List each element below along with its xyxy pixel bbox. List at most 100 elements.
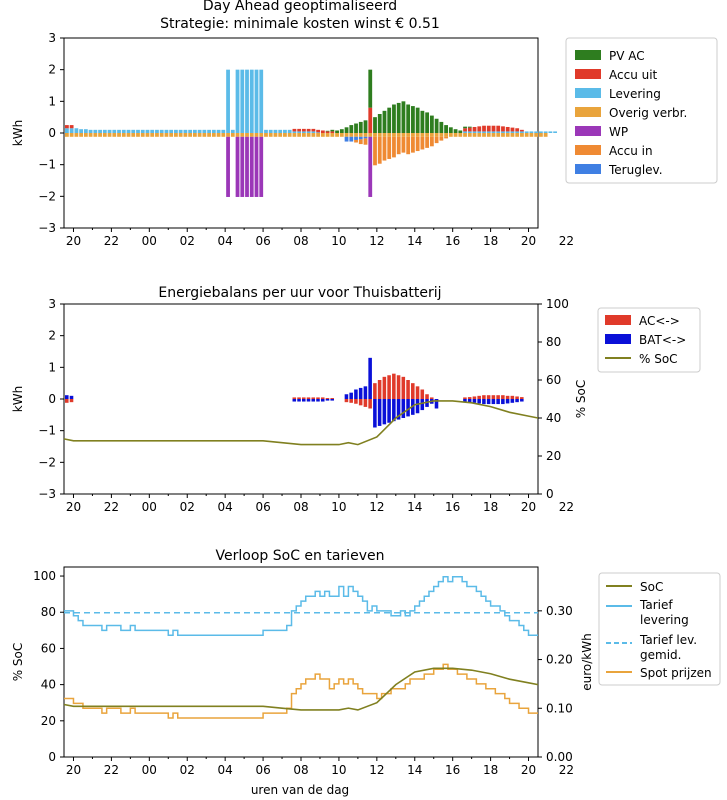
- bar-overig: [392, 133, 396, 137]
- bar-bat: [297, 399, 301, 402]
- bar-overig: [292, 133, 297, 137]
- bar-bat: [330, 399, 334, 401]
- spot-line: [64, 663, 538, 719]
- bar-ac: [65, 399, 69, 403]
- bar-overig: [339, 133, 344, 137]
- chart1-ylabel: kWh: [11, 120, 25, 146]
- bar-overig: [145, 133, 150, 137]
- bar-levering: [98, 129, 102, 133]
- bar-pv_ac: [382, 110, 387, 133]
- bar-levering: [112, 129, 117, 133]
- bar-levering: [155, 129, 159, 133]
- legend-swatch: [575, 88, 601, 98]
- y-tick-label: 1: [48, 360, 56, 374]
- bar-overig: [136, 133, 140, 137]
- bar-levering: [496, 131, 501, 133]
- bar-overig: [306, 133, 311, 137]
- bar-overig: [164, 133, 169, 137]
- bar-pv_ac: [392, 104, 396, 133]
- bar-overig: [382, 133, 387, 137]
- bar-bat: [344, 394, 349, 399]
- bar-overig: [453, 133, 458, 137]
- bar-overig: [197, 133, 202, 137]
- x-tick-label: 18: [483, 234, 498, 248]
- bar-levering: [136, 129, 140, 133]
- x-tick-label: 18: [483, 500, 498, 514]
- bar-levering: [278, 129, 283, 133]
- legend-label: SoC: [640, 580, 663, 594]
- bar-overig: [316, 133, 321, 137]
- chart2-soc-line: [63, 400, 539, 446]
- bar-pv_ac: [363, 120, 368, 133]
- bar-levering: [145, 129, 150, 133]
- chart-day-ahead: Day Ahead geoptimaliseerd Strategie: min…: [11, 0, 718, 248]
- bar-levering: [188, 129, 193, 133]
- bar-overig: [174, 133, 178, 137]
- bar-pv_ac: [453, 129, 458, 133]
- bar-overig: [368, 133, 373, 137]
- chart1-y-ticks: 3 2 1 0 −1 −2 −3: [38, 31, 64, 235]
- bar-pv_ac: [439, 121, 444, 133]
- y2-tick-label: 100: [546, 297, 569, 311]
- bar-ac: [316, 397, 320, 399]
- legend-label: Accu in: [609, 144, 653, 158]
- bar-bat: [368, 357, 372, 399]
- bar-pv_ac: [339, 129, 344, 133]
- bar-overig: [363, 133, 368, 137]
- bar-accu_uit: [297, 128, 302, 132]
- bar-bat: [434, 399, 439, 409]
- bar-bat: [406, 399, 410, 417]
- bar-overig: [221, 133, 226, 137]
- bar-ac: [311, 397, 316, 399]
- bar-overig: [387, 133, 392, 137]
- bar-bat: [477, 399, 481, 404]
- bar-levering: [491, 131, 496, 133]
- legend-label: % SoC: [639, 352, 678, 366]
- bar-levering: [240, 69, 245, 133]
- bar-ac: [401, 376, 406, 399]
- bar-levering: [268, 129, 273, 133]
- chart2-bars: [65, 357, 524, 428]
- bar-levering: [245, 69, 249, 133]
- bar-wp: [249, 136, 254, 197]
- chart1-bars: [65, 69, 558, 197]
- chart1-subtitle: Strategie: minimale kosten winst € 0.51: [160, 16, 440, 32]
- bar-levering: [548, 131, 553, 133]
- bar-levering: [117, 129, 121, 133]
- legend-swatch: [605, 334, 631, 344]
- bar-overig: [467, 133, 472, 137]
- bar-overig: [178, 133, 183, 137]
- bar-levering: [192, 129, 197, 133]
- y2-tick-label: 20: [546, 449, 561, 463]
- bar-pv_ac: [344, 127, 349, 133]
- legend-label: WP: [609, 125, 628, 139]
- y-tick-label: −3: [38, 487, 56, 501]
- bar-overig: [245, 133, 249, 137]
- bar-accu_uit: [302, 128, 306, 132]
- x-tick-label: 02: [180, 234, 195, 248]
- bar-overig: [520, 133, 524, 137]
- bar-levering: [79, 129, 84, 133]
- bar-overig: [477, 133, 482, 137]
- bar-levering: [486, 131, 491, 133]
- legend-label: Overig verbr.: [609, 106, 687, 120]
- bar-ac: [420, 389, 425, 399]
- bar-accu_uit: [320, 130, 325, 133]
- bar-bat: [467, 399, 472, 403]
- bar-accu_uit: [515, 128, 520, 132]
- bar-levering: [249, 69, 254, 133]
- bar-ac: [358, 399, 363, 406]
- bar-pv_ac: [444, 125, 448, 133]
- bar-accu_uit: [496, 125, 501, 132]
- bar-levering: [69, 128, 74, 133]
- bar-bat: [316, 399, 320, 402]
- bar-levering: [264, 129, 268, 133]
- bar-levering: [183, 129, 188, 133]
- bar-overig: [102, 133, 107, 137]
- bar-overig: [159, 133, 164, 137]
- bar-overig: [534, 133, 539, 137]
- bar-ac: [306, 397, 311, 399]
- bar-overig: [482, 133, 486, 137]
- bar-levering: [539, 131, 543, 133]
- bar-pv_ac: [448, 127, 453, 133]
